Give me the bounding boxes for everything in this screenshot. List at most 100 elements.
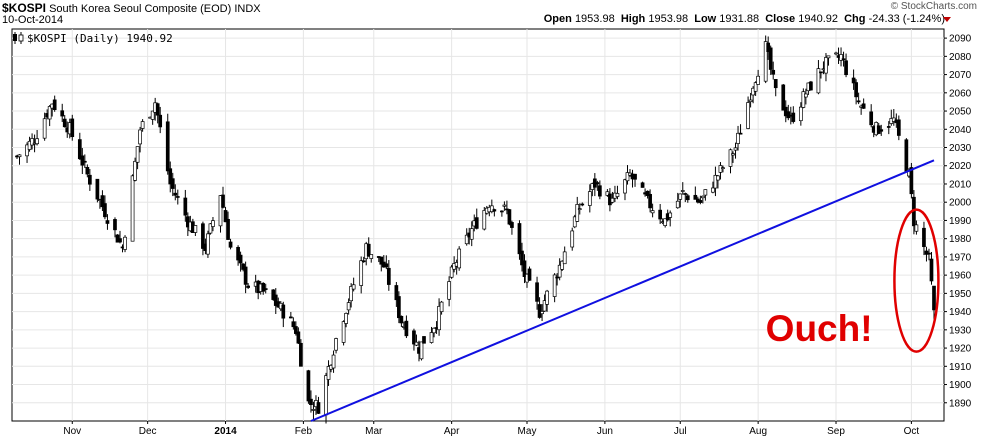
candle-body	[334, 338, 338, 351]
candle	[801, 88, 806, 109]
candle	[570, 227, 575, 251]
candle-body	[645, 190, 650, 196]
ohlc-readout: Open 1953.98 High 1953.98 Low 1931.88 Cl…	[544, 13, 945, 25]
candle	[658, 203, 663, 224]
candle-body	[572, 216, 577, 228]
candle	[173, 184, 178, 201]
chg-label: Chg	[844, 13, 866, 25]
candle-body	[113, 219, 117, 231]
candle-body	[575, 204, 580, 222]
candle-body	[138, 129, 142, 145]
x-tick-label: Sep	[827, 426, 845, 437]
candle-body	[824, 57, 828, 74]
candle	[394, 281, 399, 307]
candle-body	[721, 167, 725, 169]
candle	[482, 207, 487, 231]
y-tick-label: 2050	[949, 107, 972, 118]
candle	[379, 256, 384, 272]
candle-body	[804, 93, 808, 98]
candle	[766, 36, 771, 60]
y-tick-label: 1930	[949, 325, 972, 336]
candle-body	[447, 281, 451, 300]
y-tick-label: 1990	[949, 216, 972, 227]
candle	[489, 199, 494, 214]
candle-body	[663, 218, 668, 226]
chart-date: 10-Oct-2014	[2, 14, 64, 26]
candle-body	[587, 191, 592, 206]
candle-body	[768, 47, 773, 70]
candle	[663, 218, 668, 228]
candle	[218, 195, 223, 233]
candle	[527, 266, 532, 281]
candle	[535, 276, 539, 310]
candle-body	[211, 220, 215, 227]
candle	[773, 79, 778, 97]
y-tick-label: 2040	[949, 125, 972, 136]
candle-body	[517, 223, 522, 255]
candle	[30, 133, 34, 150]
candle-body	[675, 200, 680, 209]
candle	[668, 210, 673, 227]
stockcharts-brand[interactable]: © StockCharts.com	[890, 1, 977, 12]
candle-body	[346, 302, 351, 311]
candle	[369, 254, 374, 263]
candle	[464, 228, 469, 246]
exchange-label: INDX	[234, 3, 261, 15]
candle	[645, 190, 650, 199]
candle-body	[349, 286, 353, 302]
candle	[316, 396, 321, 414]
candle	[412, 328, 416, 351]
candle-body	[680, 190, 685, 192]
candle-body	[35, 138, 39, 145]
candle	[716, 174, 720, 189]
candle	[140, 119, 145, 132]
candle	[537, 297, 542, 319]
candle-body	[386, 267, 391, 285]
candle-body	[273, 294, 278, 306]
candle-body	[748, 99, 753, 103]
y-tick-label: 2030	[949, 143, 972, 154]
candle	[625, 165, 630, 185]
candle	[326, 360, 331, 386]
candle-body	[135, 146, 140, 163]
candle-body	[869, 111, 874, 126]
candle-body	[658, 209, 663, 220]
y-tick-label: 2020	[949, 161, 972, 172]
legend-label: $KOSPI (Daily) 1940.92	[27, 32, 173, 45]
y-tick-label: 1940	[949, 307, 972, 318]
candle-body	[922, 227, 926, 248]
candle-body	[786, 111, 791, 119]
candle	[927, 248, 931, 261]
candle-body	[236, 246, 240, 261]
candle	[680, 182, 685, 195]
candle-body	[610, 197, 615, 203]
candle-body	[766, 42, 771, 52]
candle-body	[929, 258, 934, 282]
candle	[175, 189, 180, 205]
candlesticks	[15, 35, 936, 424]
candle	[834, 51, 838, 56]
candle	[457, 246, 462, 271]
candle	[70, 114, 75, 141]
candle	[502, 201, 507, 211]
candle	[693, 186, 698, 200]
candle-body	[309, 398, 313, 406]
candle-body	[133, 160, 137, 181]
candle-body	[896, 119, 901, 136]
candle-body	[155, 103, 160, 116]
y-tick-label: 2090	[949, 34, 972, 45]
candle-body	[879, 129, 884, 132]
candle-body	[537, 304, 542, 318]
candle	[334, 337, 338, 354]
candle	[562, 246, 567, 265]
candle	[386, 260, 391, 291]
candle	[346, 298, 351, 315]
candle-body	[693, 194, 698, 200]
candle-body	[366, 243, 371, 257]
candle	[422, 336, 426, 344]
candle	[736, 125, 740, 151]
candle-body	[738, 132, 743, 135]
candle	[288, 311, 293, 319]
candle-body	[326, 366, 331, 380]
candle	[580, 202, 585, 207]
